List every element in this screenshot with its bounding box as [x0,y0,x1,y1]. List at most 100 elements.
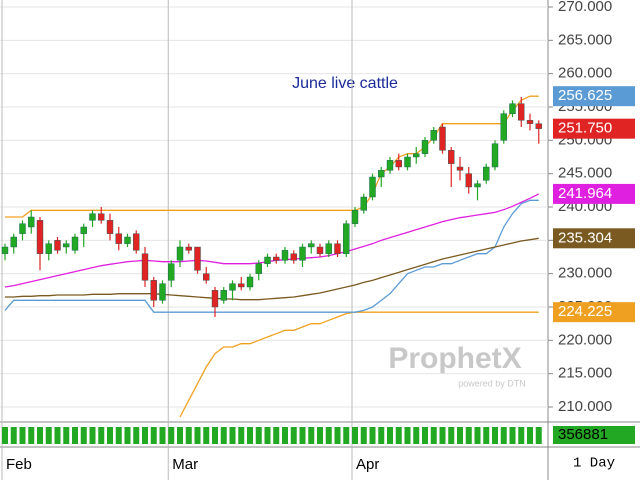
candle-body [80,226,87,234]
candle-body [36,220,44,254]
candle-body [159,283,166,301]
candle-body [229,283,236,291]
candle-body [211,290,219,308]
volume-bar [45,427,52,444]
candle-body [28,216,35,228]
volume-bar [10,427,17,444]
candle-body [10,236,17,248]
volume-bar [483,427,490,444]
volume-bar [238,427,245,444]
price-label: 241.964 [558,185,612,202]
volume-bar [360,427,367,444]
candle-body [325,243,332,254]
annotation: June live cattle [292,75,398,92]
candle-body [343,223,350,254]
volume-bar [492,427,498,444]
candle-body [465,173,472,188]
candle-body [194,246,201,271]
watermark: ProphetX [388,342,521,375]
volume-bar [404,427,411,444]
volume-bar [89,427,96,444]
volume-bar [203,427,210,444]
candle-body [526,120,534,124]
volume-bar [159,427,166,444]
candle-body [98,213,105,221]
price-label: 251.750 [558,120,612,137]
volume-bar [212,427,218,444]
price-label: 224.225 [558,303,612,320]
volume-bar [509,427,516,444]
volume-bar [37,427,43,444]
volume-bar [185,427,192,444]
candle-body [290,253,297,261]
y-tick-label: 265.000 [558,31,612,48]
volume-bar [465,427,472,444]
volume-bar [54,427,61,444]
candle-body [474,183,481,188]
y-tick-label: 245.000 [558,165,612,182]
candle-body [334,243,341,254]
candle-body [45,243,52,254]
price-label: 256.625 [558,87,612,104]
candle-body [150,280,157,301]
candle-body [491,143,499,168]
candle-body [168,263,175,281]
candle-body [281,250,289,261]
volume-bar [273,427,280,444]
volume-bar [474,427,481,444]
volume-bar [325,427,332,444]
price-label-box [553,118,635,139]
volume-bar [395,427,402,444]
volume-bar [264,427,271,444]
volume-bar [63,427,70,444]
volume-bar [500,427,507,444]
candle-body [509,103,516,114]
volume-bar [430,427,437,444]
volume-bar [229,427,236,444]
volume-bar [247,427,253,444]
volume-bar [378,427,385,444]
overlay-line [5,237,539,301]
candle-body [299,246,306,261]
price-label: 235.304 [558,229,612,246]
candle-body [238,283,245,288]
volume-bar [439,427,446,444]
candle-body [176,246,184,261]
volume-bar [527,427,533,444]
candle-body [63,243,70,248]
volume-bar [177,427,183,444]
volume-bar [142,427,148,444]
candle-body [360,196,367,211]
volume-bar [124,427,131,444]
candle-body [115,233,122,244]
candle-body [448,150,455,164]
candle-body [395,160,402,168]
candle-body [518,103,525,121]
candle-body [273,256,280,261]
volume-bar [168,427,175,444]
candle-body [133,233,140,251]
candle-body [378,170,385,178]
price-label-box [553,183,635,204]
volume-bar [387,427,393,444]
volume-bar [352,427,358,444]
candle-body [535,123,542,129]
volume-bar [413,427,420,444]
candle-body [54,240,61,251]
volume-bar [290,427,297,444]
x-tick-label: Feb [6,456,32,473]
volume-bar [194,427,201,444]
overlay-line [5,95,539,218]
volume-bar [334,427,341,444]
candle-body [106,220,114,234]
volume-bar [518,427,525,444]
overlay-line [4,193,540,288]
volume-bar [308,427,315,444]
candle-body [246,276,254,288]
volume-bar [457,427,463,444]
y-tick-label: 215.000 [558,365,612,382]
volume-label-box [553,426,635,444]
candle-body [421,140,429,154]
x-tick-label: Mar [172,456,198,473]
